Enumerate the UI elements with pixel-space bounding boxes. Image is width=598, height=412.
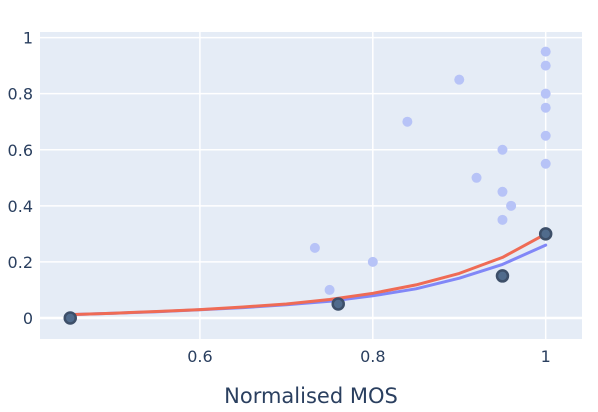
- faint-data-point: [540, 88, 551, 99]
- faint-data-point: [540, 46, 551, 57]
- faint-data-point: [540, 102, 551, 113]
- faint-data-point: [540, 130, 551, 141]
- highlighted-data-point: [538, 227, 553, 241]
- y-tick-label: 0.8: [8, 85, 33, 104]
- faint-data-point: [506, 200, 517, 211]
- faint-data-point: [324, 284, 335, 295]
- faint-data-point: [471, 172, 482, 183]
- data-points: [63, 46, 553, 325]
- x-tick-label: 1: [541, 347, 551, 366]
- faint-data-point: [454, 74, 465, 85]
- fit-line-red: [68, 232, 548, 317]
- faint-data-point: [497, 186, 508, 197]
- plot-area-background: [40, 32, 582, 339]
- y-tick-label: 1: [23, 29, 33, 48]
- x-axis-title: Normalised MOS: [224, 384, 398, 408]
- grid-lines: [40, 32, 582, 339]
- y-tick-label: 0.2: [8, 253, 33, 272]
- y-tick-label: 0: [23, 309, 33, 328]
- y-tick-label: 0.4: [8, 197, 33, 216]
- faint-data-point: [540, 60, 551, 71]
- highlighted-data-point: [331, 297, 345, 311]
- faint-data-point: [367, 256, 378, 267]
- faint-data-point: [402, 116, 413, 127]
- axis-ticks: 0.6 0.8 1 0 0.2 0.4 0.6 0.8 1: [8, 29, 551, 366]
- faint-data-point: [497, 214, 508, 225]
- highlighted-data-point: [495, 269, 510, 283]
- x-tick-label: 0.6: [187, 347, 212, 366]
- x-tick-label: 0.8: [360, 347, 385, 366]
- faint-data-point: [540, 158, 551, 169]
- faint-data-point: [497, 144, 508, 155]
- highlighted-data-point: [63, 311, 78, 325]
- y-tick-label: 0.6: [8, 141, 33, 160]
- faint-data-point: [309, 242, 320, 253]
- fit-lines: [68, 232, 548, 317]
